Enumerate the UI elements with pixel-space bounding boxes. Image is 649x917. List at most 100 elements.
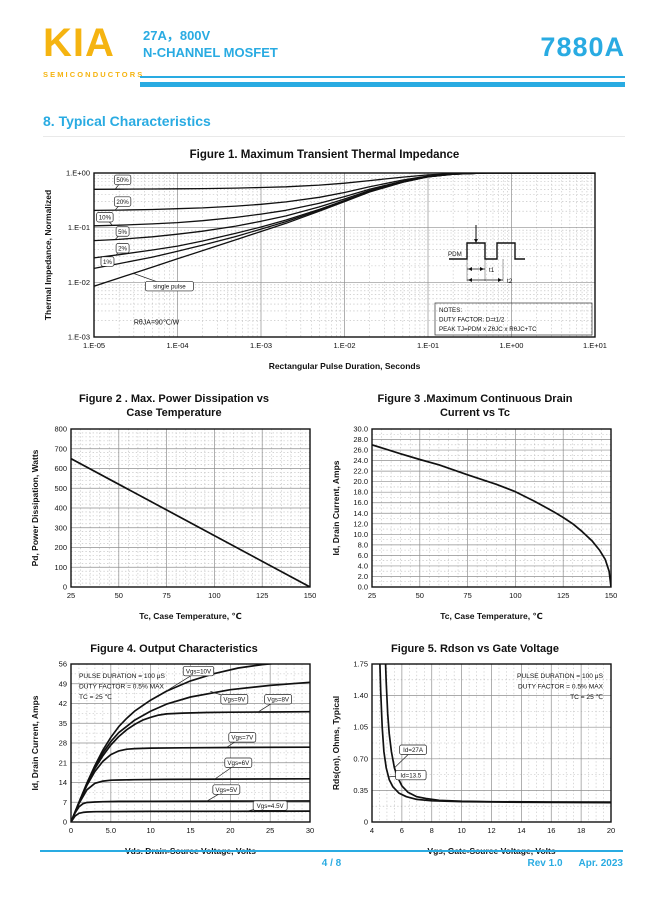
svg-text:14: 14 bbox=[517, 826, 525, 835]
svg-text:PDM: PDM bbox=[448, 251, 462, 258]
svg-text:TC = 25 ℃: TC = 25 ℃ bbox=[570, 693, 603, 701]
svg-text:0: 0 bbox=[69, 826, 73, 835]
svg-text:1.E+00: 1.E+00 bbox=[66, 169, 90, 178]
svg-text:125: 125 bbox=[557, 591, 570, 600]
svg-text:5%: 5% bbox=[118, 229, 127, 236]
svg-text:0: 0 bbox=[63, 582, 67, 591]
svg-text:28.0: 28.0 bbox=[353, 435, 368, 444]
svg-text:4.0: 4.0 bbox=[358, 561, 368, 570]
revision-label: Rev 1.0 bbox=[527, 858, 563, 869]
svg-text:Id, Drain Current, Amps: Id, Drain Current, Amps bbox=[30, 695, 40, 790]
svg-text:10.0: 10.0 bbox=[353, 529, 368, 538]
figure-1-title: Figure 1. Maximum Transient Thermal Impe… bbox=[189, 149, 460, 161]
svg-text:2.0: 2.0 bbox=[358, 572, 368, 581]
figure-4-title: Figure 4. Output Characteristics bbox=[90, 642, 258, 655]
svg-text:22.0: 22.0 bbox=[353, 466, 368, 475]
svg-text:Vgs=10V: Vgs=10V bbox=[186, 668, 212, 675]
svg-text:10: 10 bbox=[146, 826, 154, 835]
brand-block: KIA SEMICONDUCTORS bbox=[43, 23, 142, 79]
svg-text:PULSE DURATION = 100 μS: PULSE DURATION = 100 μS bbox=[79, 673, 166, 680]
svg-text:DUTY FACTOR = 0.5% MAX: DUTY FACTOR = 0.5% MAX bbox=[79, 683, 165, 690]
svg-text:1.40: 1.40 bbox=[353, 691, 368, 700]
svg-text:1.E-03: 1.E-03 bbox=[68, 333, 90, 342]
svg-text:Vgs=7V: Vgs=7V bbox=[231, 735, 254, 742]
svg-text:Vgs=5V: Vgs=5V bbox=[215, 787, 238, 794]
svg-text:1.E+01: 1.E+01 bbox=[583, 341, 607, 350]
svg-text:35: 35 bbox=[59, 719, 67, 728]
svg-text:16.0: 16.0 bbox=[353, 498, 368, 507]
svg-text:0.35: 0.35 bbox=[353, 786, 368, 795]
revision-info: Rev 1.0 Apr. 2023 bbox=[527, 858, 623, 869]
svg-text:28: 28 bbox=[59, 738, 67, 747]
spec-line-current-voltage: 27A，800V bbox=[143, 28, 211, 43]
figure-3-section: Figure 3 .Maximum Continuous Drain Curre… bbox=[327, 386, 623, 628]
figure-row-4-5: Figure 4. Output Characteristics PULSE D… bbox=[0, 636, 649, 863]
figure-4-section: Figure 4. Output Characteristics PULSE D… bbox=[26, 636, 322, 863]
figure-5-section: Figure 5. Rdson vs Gate Voltage PULSE DU… bbox=[327, 636, 623, 863]
spec-line-device-type: N-CHANNEL MOSFET bbox=[143, 45, 278, 60]
header-rule-thin bbox=[140, 76, 625, 78]
svg-text:1.05: 1.05 bbox=[353, 723, 368, 732]
svg-text:8: 8 bbox=[430, 826, 434, 835]
figure-3-title: Figure 3 .Maximum Continuous Drain Curre… bbox=[377, 393, 573, 420]
svg-text:30: 30 bbox=[306, 826, 314, 835]
svg-text:100: 100 bbox=[54, 562, 67, 571]
svg-text:DUTY FACTOR = 0.5% MAX: DUTY FACTOR = 0.5% MAX bbox=[518, 683, 604, 690]
footer: 4 / 8 Rev 1.0 Apr. 2023 bbox=[40, 850, 623, 872]
svg-text:700: 700 bbox=[54, 444, 67, 453]
svg-text:200: 200 bbox=[54, 543, 67, 552]
figure-2-title: Figure 2 . Max. Power Dissipation vs Cas… bbox=[78, 393, 270, 420]
svg-text:Rds(on), Ohms, Typical: Rds(on), Ohms, Typical bbox=[331, 696, 341, 790]
svg-text:Vgs=9V: Vgs=9V bbox=[223, 696, 246, 703]
svg-text:RθJA=90℃/W: RθJA=90℃/W bbox=[134, 319, 180, 326]
svg-text:125: 125 bbox=[256, 591, 269, 600]
svg-text:18: 18 bbox=[577, 826, 585, 835]
svg-text:24.0: 24.0 bbox=[353, 456, 368, 465]
svg-text:14: 14 bbox=[59, 778, 67, 787]
svg-text:1.E-01: 1.E-01 bbox=[68, 223, 90, 232]
svg-text:Vgs=6V: Vgs=6V bbox=[227, 760, 250, 767]
svg-text:6.0: 6.0 bbox=[358, 550, 368, 559]
svg-text:1.E-02: 1.E-02 bbox=[68, 278, 90, 287]
svg-text:42: 42 bbox=[59, 699, 67, 708]
svg-text:25: 25 bbox=[266, 826, 274, 835]
svg-text:150: 150 bbox=[605, 591, 618, 600]
chart-figure-4: PULSE DURATION = 100 μS DUTY FACTOR = 0.5… bbox=[29, 658, 319, 858]
part-number: 7880A bbox=[540, 32, 625, 62]
figure-5-title: Figure 5. Rdson vs Gate Voltage bbox=[391, 642, 559, 655]
figure-row-2-3: Figure 2 . Max. Power Dissipation vs Cas… bbox=[0, 386, 649, 628]
revision-date: Apr. 2023 bbox=[578, 858, 623, 869]
svg-text:25: 25 bbox=[67, 591, 75, 600]
svg-text:12: 12 bbox=[487, 826, 495, 835]
svg-text:1.E-04: 1.E-04 bbox=[166, 341, 188, 350]
svg-text:20%: 20% bbox=[116, 199, 129, 206]
svg-text:2%: 2% bbox=[118, 246, 127, 253]
svg-text:100: 100 bbox=[509, 591, 522, 600]
svg-text:PULSE DURATION = 100 μS: PULSE DURATION = 100 μS bbox=[517, 673, 604, 680]
svg-text:150: 150 bbox=[304, 591, 317, 600]
svg-text:16: 16 bbox=[547, 826, 555, 835]
figure-1-section: Figure 1. Maximum Transient Thermal Impe… bbox=[0, 149, 649, 378]
footer-rule bbox=[40, 850, 623, 852]
section-title: 8. Typical Characteristics bbox=[43, 113, 625, 137]
svg-text:20: 20 bbox=[226, 826, 234, 835]
svg-text:0.70: 0.70 bbox=[353, 754, 368, 763]
svg-text:t1: t1 bbox=[489, 267, 495, 274]
svg-text:0: 0 bbox=[63, 817, 67, 826]
svg-text:single pulse: single pulse bbox=[153, 283, 186, 290]
svg-text:10%: 10% bbox=[99, 215, 112, 222]
svg-text:TC = 25 ℃: TC = 25 ℃ bbox=[79, 693, 112, 701]
svg-text:25: 25 bbox=[368, 591, 376, 600]
svg-text:10: 10 bbox=[457, 826, 465, 835]
svg-text:18.0: 18.0 bbox=[353, 487, 368, 496]
svg-text:500: 500 bbox=[54, 483, 67, 492]
header-rule-thick bbox=[140, 82, 625, 87]
svg-text:Tc, Case Temperature, ℃: Tc, Case Temperature, ℃ bbox=[139, 611, 242, 621]
svg-text:NOTES:: NOTES: bbox=[439, 307, 462, 314]
svg-text:600: 600 bbox=[54, 464, 67, 473]
chart-figure-1: 50% 20% 10% 5% 2% 1% single pulse RθJA=90℃/W NOT… bbox=[42, 165, 607, 373]
svg-text:15: 15 bbox=[186, 826, 194, 835]
svg-text:400: 400 bbox=[54, 503, 67, 512]
svg-text:1.E-05: 1.E-05 bbox=[83, 341, 105, 350]
